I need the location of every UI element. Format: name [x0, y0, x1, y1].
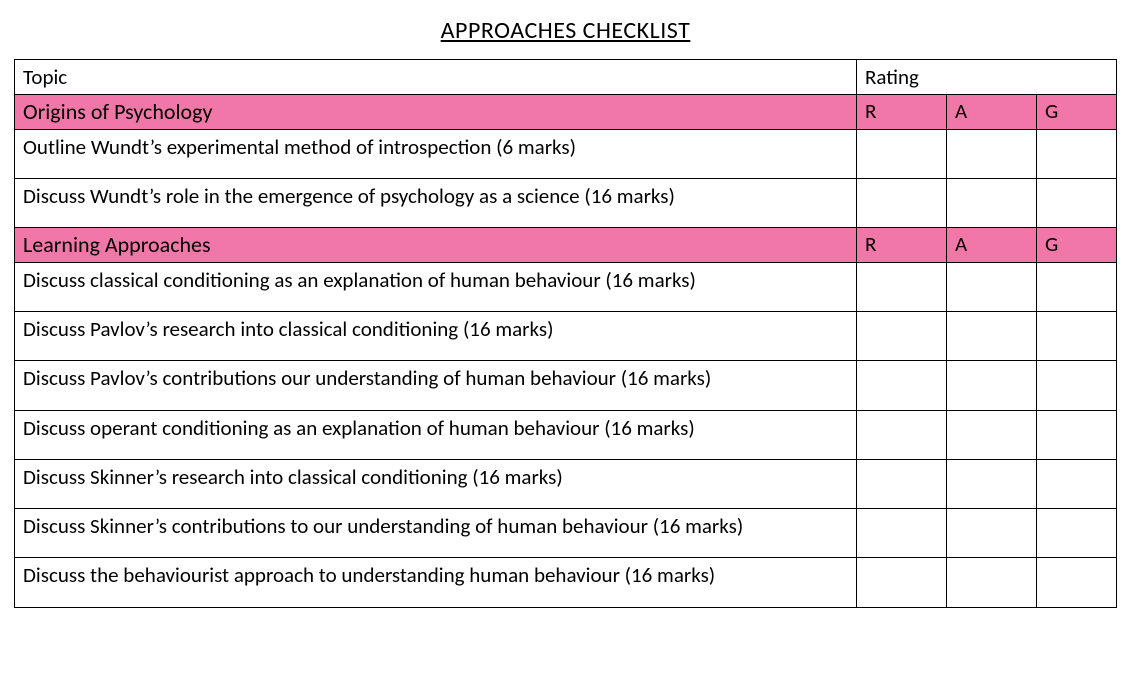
rating-cell-a[interactable] — [947, 262, 1037, 311]
rating-cell-r[interactable] — [857, 312, 947, 361]
item-row: Discuss Pavlov’s contributions our under… — [15, 361, 1117, 410]
rating-cell-g[interactable] — [1037, 361, 1117, 410]
page-title: APPROACHES CHECKLIST — [14, 16, 1117, 45]
section-row: Learning ApproachesRAG — [15, 228, 1117, 263]
rating-cell-g[interactable] — [1037, 312, 1117, 361]
rating-cell-r[interactable] — [857, 459, 947, 508]
rating-cell-a[interactable] — [947, 179, 1037, 228]
item-topic: Outline Wundt’s experimental method of i… — [15, 129, 857, 178]
rating-cell-a[interactable] — [947, 410, 1037, 459]
rating-cell-g[interactable] — [1037, 558, 1117, 607]
item-topic: Discuss Pavlov’s contributions our under… — [15, 361, 857, 410]
rating-cell-a[interactable] — [947, 509, 1037, 558]
rating-cell-g[interactable] — [1037, 509, 1117, 558]
rag-header-a: A — [947, 95, 1037, 130]
rating-cell-r[interactable] — [857, 129, 947, 178]
item-row: Outline Wundt’s experimental method of i… — [15, 129, 1117, 178]
rag-header-g: G — [1037, 95, 1117, 130]
rating-cell-r[interactable] — [857, 262, 947, 311]
rating-cell-a[interactable] — [947, 459, 1037, 508]
section-heading: Learning Approaches — [15, 228, 857, 263]
item-topic: Discuss classical conditioning as an exp… — [15, 262, 857, 311]
rag-header-r: R — [857, 95, 947, 130]
section-row: Origins of PsychologyRAG — [15, 95, 1117, 130]
rag-header-g: G — [1037, 228, 1117, 263]
rating-cell-a[interactable] — [947, 361, 1037, 410]
rating-cell-r[interactable] — [857, 410, 947, 459]
column-header-topic: Topic — [15, 60, 857, 95]
item-row: Discuss the behaviourist approach to und… — [15, 558, 1117, 607]
rating-cell-g[interactable] — [1037, 129, 1117, 178]
item-topic: Discuss Pavlov’s research into classical… — [15, 312, 857, 361]
checklist-table: TopicRatingOrigins of PsychologyRAGOutli… — [14, 59, 1117, 608]
item-topic: Discuss Skinner’s contributions to our u… — [15, 509, 857, 558]
rating-cell-g[interactable] — [1037, 179, 1117, 228]
item-topic: Discuss the behaviourist approach to und… — [15, 558, 857, 607]
item-row: Discuss Skinner’s contributions to our u… — [15, 509, 1117, 558]
item-row: Discuss Skinner’s research into classica… — [15, 459, 1117, 508]
section-heading: Origins of Psychology — [15, 95, 857, 130]
rating-cell-r[interactable] — [857, 558, 947, 607]
column-header-rating: Rating — [857, 60, 1117, 95]
item-topic: Discuss Skinner’s research into classica… — [15, 459, 857, 508]
rating-cell-a[interactable] — [947, 129, 1037, 178]
rag-header-r: R — [857, 228, 947, 263]
rating-cell-r[interactable] — [857, 361, 947, 410]
item-topic: Discuss Wundt’s role in the emergence of… — [15, 179, 857, 228]
rating-cell-g[interactable] — [1037, 459, 1117, 508]
item-row: Discuss operant conditioning as an expla… — [15, 410, 1117, 459]
rating-cell-r[interactable] — [857, 179, 947, 228]
rating-cell-a[interactable] — [947, 558, 1037, 607]
rating-cell-g[interactable] — [1037, 262, 1117, 311]
rating-cell-g[interactable] — [1037, 410, 1117, 459]
item-row: Discuss classical conditioning as an exp… — [15, 262, 1117, 311]
item-row: Discuss Pavlov’s research into classical… — [15, 312, 1117, 361]
rating-cell-a[interactable] — [947, 312, 1037, 361]
rag-header-a: A — [947, 228, 1037, 263]
rating-cell-r[interactable] — [857, 509, 947, 558]
header-row: TopicRating — [15, 60, 1117, 95]
item-row: Discuss Wundt’s role in the emergence of… — [15, 179, 1117, 228]
item-topic: Discuss operant conditioning as an expla… — [15, 410, 857, 459]
